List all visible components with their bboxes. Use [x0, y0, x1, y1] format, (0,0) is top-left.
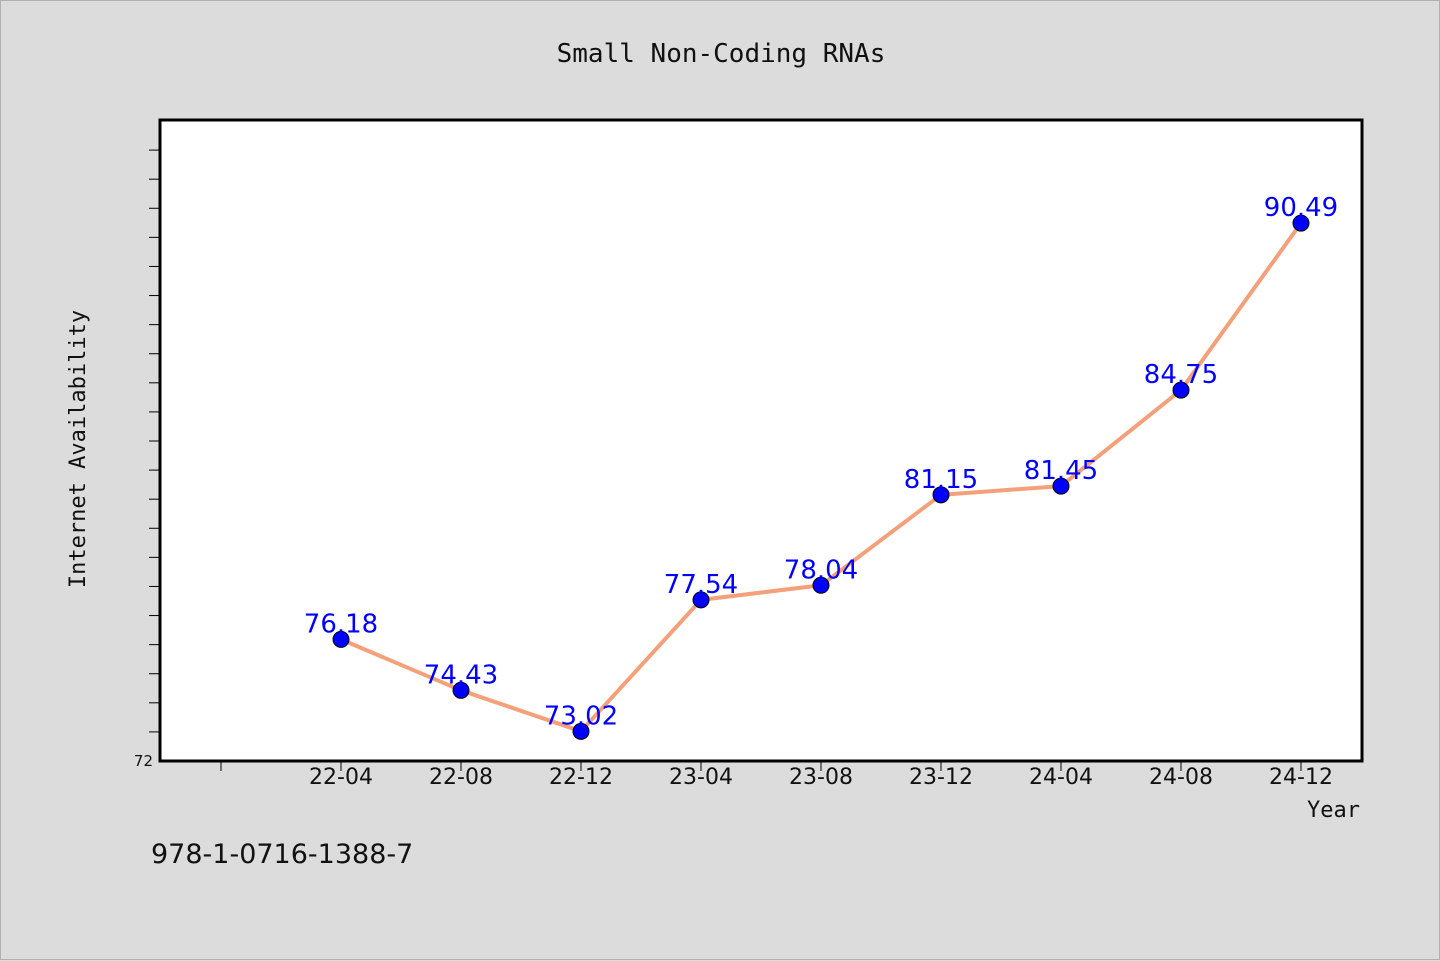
data-point — [572, 722, 590, 740]
y-axis-ticks: 72 — [134, 149, 161, 770]
x-axis-label: Year — [1307, 798, 1360, 823]
x-tick-label: 24-08 — [1149, 765, 1213, 790]
data-label: 81.15 — [904, 465, 978, 495]
x-tick-label: 22-04 — [309, 765, 373, 790]
data-label: 76.18 — [304, 609, 378, 639]
data-point — [1172, 381, 1190, 399]
y-tick-label: 72 — [134, 752, 153, 770]
data-label: 81.45 — [1024, 456, 1098, 486]
data-label: 77.54 — [664, 570, 738, 600]
data-point — [452, 681, 470, 699]
x-axis-ticks: 22-04 22-08 22-12 23-04 23-08 23-12 24-04 24-08… — [220, 761, 1333, 790]
chart-title: Small Non-Coding RNAs — [557, 39, 886, 69]
plot-area — [158, 118, 1364, 763]
data-label: 73.02 — [544, 701, 618, 731]
x-tick-label: 24-04 — [1029, 765, 1093, 790]
footer-code: 978-1-0716-1388-7 — [151, 839, 413, 870]
data-markers — [332, 214, 1310, 740]
y-axis-label: Internet Availability — [66, 310, 91, 588]
x-tick-label: 23-12 — [909, 765, 973, 790]
data-point — [1052, 477, 1070, 495]
x-tick-label: 22-08 — [429, 765, 493, 790]
data-point — [932, 486, 950, 504]
x-tick-label: 22-12 — [549, 765, 613, 790]
data-point — [692, 591, 710, 609]
data-point — [332, 630, 350, 648]
x-tick-label: 24-12 — [1269, 765, 1333, 790]
data-point — [1292, 214, 1310, 232]
data-label: 90.49 — [1264, 193, 1338, 223]
data-label: 74.43 — [424, 660, 498, 690]
data-label: 84.75 — [1144, 360, 1218, 390]
x-tick-label: 23-04 — [669, 765, 733, 790]
data-labels: 76.18 74.43 73.02 77.54 78.04 81.15 81.45 84.75… — [304, 193, 1338, 731]
x-tick-label: 23-08 — [789, 765, 853, 790]
data-point — [812, 576, 830, 594]
data-label: 78.04 — [784, 555, 858, 585]
